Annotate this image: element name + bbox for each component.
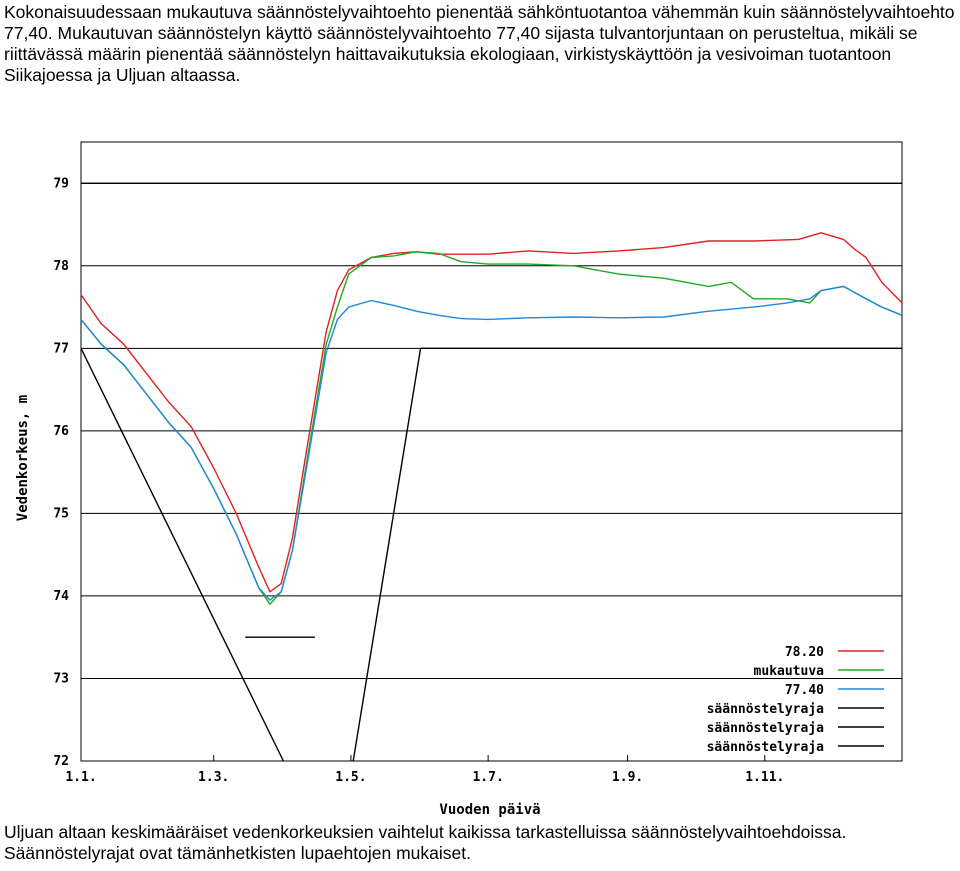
y-tick-label: 74: [53, 589, 69, 604]
legend-label: säännöstelyraja: [707, 702, 825, 717]
y-tick-label: 72: [53, 754, 69, 769]
legend-label: mukautuva: [754, 664, 825, 679]
x-axis-label: Vuoden päivä: [439, 802, 540, 818]
x-tick-label: 1.1.: [65, 770, 96, 785]
legend: 78.20 mukautuva 77.40 säännöstelyraja säännö…: [707, 645, 884, 755]
y-axis-ticks: 72 73 74 75 76 77 78 79: [53, 176, 69, 769]
y-tick-label: 77: [53, 341, 69, 356]
legend-label: 78.20: [785, 645, 824, 660]
x-tick-label: 1.3.: [198, 770, 229, 785]
series-line-1: [80, 251, 903, 605]
intro-paragraph: Kokonaisuudessaan mukautuva säännöstelyv…: [4, 2, 955, 85]
figure-caption: Uljuan altaan keskimääräiset vedenkorkeu…: [4, 822, 847, 863]
x-tick-label: 1.9.: [612, 770, 643, 785]
legend-label: säännöstelyraja: [707, 721, 825, 736]
series-line-4: [80, 347, 285, 762]
x-axis-ticks: 1.1. 1.3. 1.5. 1.7. 1.9. 1.11.: [65, 755, 784, 785]
y-axis-label: Vedenkorkeus, m: [15, 395, 31, 521]
x-tick-label: 1.7.: [472, 770, 503, 785]
series-line-2: [80, 285, 903, 601]
series-line-0: [80, 232, 903, 593]
legend-label: säännöstelyraja: [707, 740, 825, 755]
series-line-5: [352, 347, 902, 762]
y-tick-label: 79: [53, 176, 69, 191]
x-tick-label: 1.5.: [335, 770, 366, 785]
y-tick-label: 78: [53, 259, 69, 274]
series-lines: [80, 182, 903, 762]
x-tick-label: 1.11.: [745, 770, 784, 785]
y-tick-label: 76: [53, 424, 69, 439]
y-tick-label: 73: [53, 671, 69, 686]
y-tick-label: 75: [53, 506, 69, 521]
legend-label: 77.40: [785, 683, 824, 698]
